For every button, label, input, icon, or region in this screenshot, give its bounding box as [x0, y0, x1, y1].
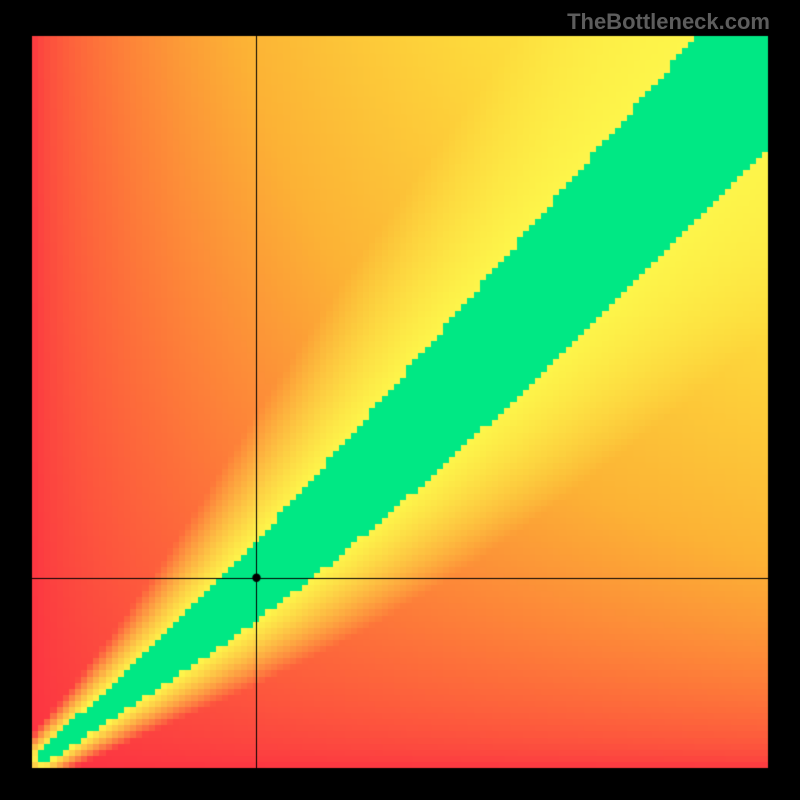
watermark-text: TheBottleneck.com [567, 9, 770, 35]
bottleneck-heatmap [0, 0, 800, 800]
chart-container: TheBottleneck.com [0, 0, 800, 800]
